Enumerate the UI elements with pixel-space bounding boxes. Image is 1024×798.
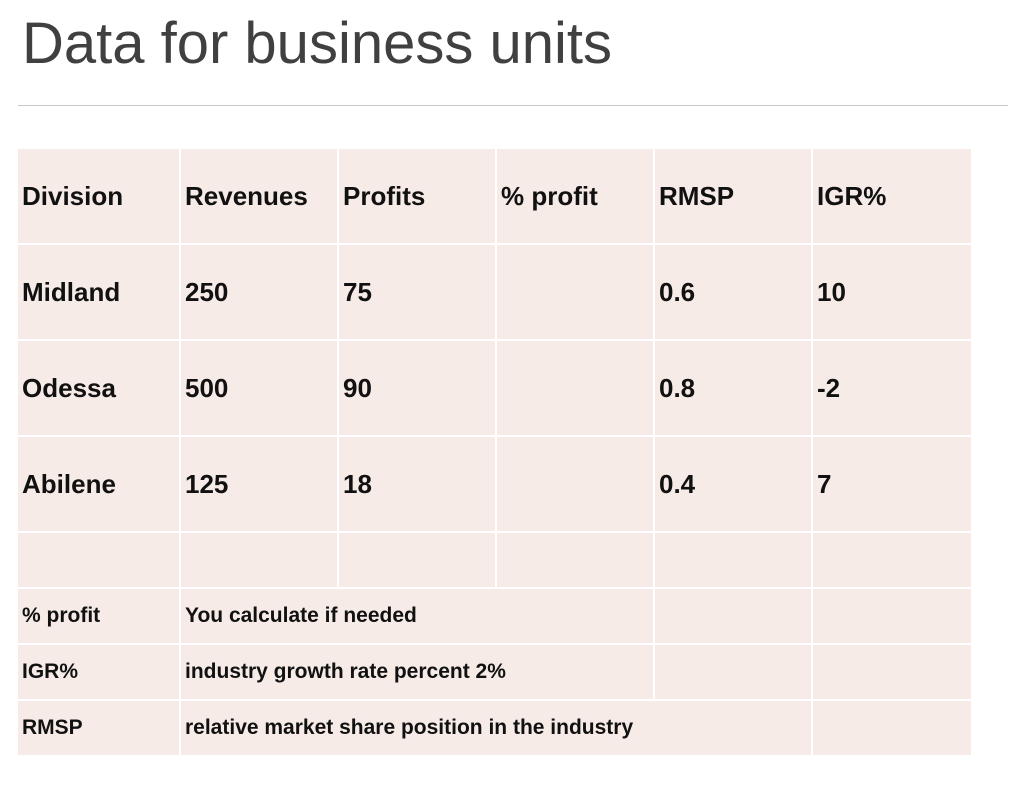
table-row: Abilene 125 18 0.4 7 — [18, 435, 973, 533]
note-row: % profit You calculate if needed — [18, 587, 973, 645]
table-cell: 0.4 — [653, 435, 813, 533]
table-cell: 125 — [179, 435, 339, 533]
table-cell: 75 — [337, 243, 497, 341]
table-cell — [495, 435, 655, 533]
note-row: RMSP relative market share position in t… — [18, 699, 973, 757]
table-cell — [811, 587, 973, 645]
note-definition: You calculate if needed — [179, 587, 655, 645]
note-term: IGR% — [18, 643, 181, 701]
table-cell — [495, 531, 655, 589]
header-cell: Division — [18, 147, 181, 245]
table-cell — [495, 243, 655, 341]
table-cell: Odessa — [18, 339, 181, 437]
table-row: Midland 250 75 0.6 10 — [18, 243, 973, 341]
header-cell: IGR% — [811, 147, 973, 245]
table-cell — [653, 587, 813, 645]
table-cell: 10 — [811, 243, 973, 341]
table-row: Odessa 500 90 0.8 -2 — [18, 339, 973, 437]
empty-row — [18, 531, 973, 589]
header-cell: Profits — [337, 147, 497, 245]
table-cell — [811, 531, 973, 589]
note-term: RMSP — [18, 699, 181, 757]
table-cell: 7 — [811, 435, 973, 533]
header-row: Division Revenues Profits % profit RMSP … — [18, 147, 973, 245]
header-cell: RMSP — [653, 147, 813, 245]
header-cell: Revenues — [179, 147, 339, 245]
table-cell: Abilene — [18, 435, 181, 533]
title-divider — [18, 105, 1008, 106]
note-term: % profit — [18, 587, 181, 645]
table-cell — [495, 339, 655, 437]
table-cell: -2 — [811, 339, 973, 437]
header-cell: % profit — [495, 147, 655, 245]
table-cell: 500 — [179, 339, 339, 437]
table-cell — [337, 531, 497, 589]
table-cell: 90 — [337, 339, 497, 437]
table-cell — [653, 643, 813, 701]
table-cell — [179, 531, 339, 589]
table-cell: 0.6 — [653, 243, 813, 341]
table-cell — [653, 531, 813, 589]
table-cell — [811, 699, 973, 757]
table-cell — [811, 643, 973, 701]
table-cell: 250 — [179, 243, 339, 341]
table-cell: 0.8 — [653, 339, 813, 437]
note-definition: industry growth rate percent 2% — [179, 643, 655, 701]
business-units-table: Division Revenues Profits % profit RMSP … — [18, 147, 973, 757]
table-cell — [18, 531, 181, 589]
table-cell: 18 — [337, 435, 497, 533]
slide-title: Data for business units — [22, 11, 612, 76]
note-row: IGR% industry growth rate percent 2% — [18, 643, 973, 701]
note-definition: relative market share position in the in… — [179, 699, 813, 757]
table-cell: Midland — [18, 243, 181, 341]
